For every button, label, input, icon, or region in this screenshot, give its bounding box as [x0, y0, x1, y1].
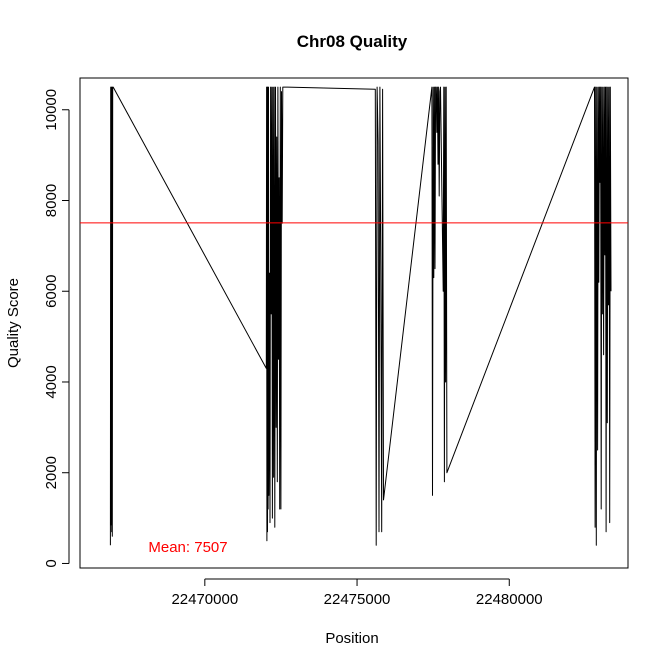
chart-title: Chr08 Quality [297, 32, 408, 51]
x-axis-label: Position [325, 630, 378, 647]
plot-area [80, 86, 628, 546]
y-axis: 0 2000 4000 6000 8000 10000 [43, 89, 70, 568]
series-line-0 [109, 86, 612, 546]
y-tick-label: 8000 [43, 184, 60, 217]
x-tick-label: 22475000 [324, 591, 391, 608]
plot-frame [79, 77, 629, 569]
x-tick-label: 22480000 [476, 591, 543, 608]
x-axis: 22470000 22475000 22480000 [171, 578, 543, 608]
y-tick-label: 10000 [43, 89, 60, 131]
x-tick-label: 22470000 [171, 591, 238, 608]
y-axis-label: Quality Score [5, 278, 22, 368]
y-tick-label: 6000 [43, 275, 60, 308]
mean-annotation: Mean: 7507 [148, 539, 227, 556]
y-tick-label: 4000 [43, 365, 60, 398]
y-tick-label: 0 [43, 559, 60, 567]
y-tick-label: 2000 [43, 456, 60, 489]
